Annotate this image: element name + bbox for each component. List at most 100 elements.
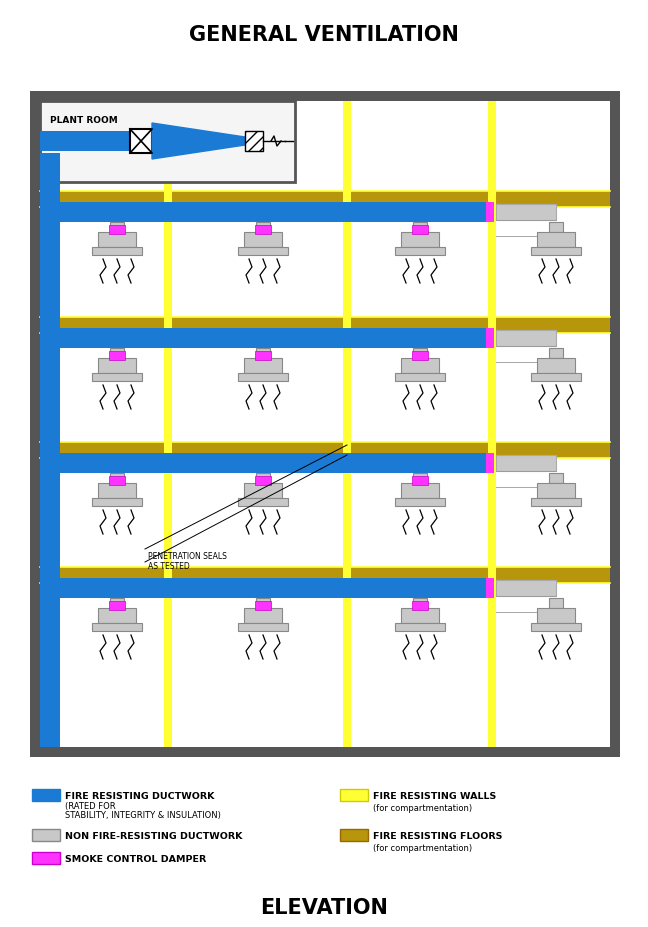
Bar [486,453,494,474]
Bar [92,623,142,631]
Bar [32,852,60,864]
Bar [340,789,368,801]
Bar [395,499,445,506]
Bar [30,92,620,757]
Bar [109,476,125,486]
Text: STABILITY, INTEGRITY & INSULATION): STABILITY, INTEGRITY & INSULATION) [65,810,221,819]
Bar [255,476,271,486]
Bar [40,102,295,183]
Bar [32,829,60,841]
Bar [488,102,496,747]
Bar [98,359,136,374]
Bar [549,222,563,233]
Bar [40,132,130,152]
Bar [531,499,581,506]
Bar [395,374,445,382]
Bar [486,578,494,598]
Bar [92,374,142,382]
Bar [256,349,270,359]
Bar [537,233,575,248]
Bar [244,608,282,623]
Bar [549,349,563,359]
Bar [109,602,125,610]
Bar [40,183,60,747]
Bar [395,248,445,256]
Bar [238,374,288,382]
Bar [40,192,610,208]
Bar [32,789,60,801]
Bar [98,484,136,499]
Bar [255,226,271,235]
Bar [256,474,270,484]
Bar [92,499,142,506]
Bar [343,102,351,747]
Bar [412,226,428,235]
Bar [256,222,270,233]
Bar [164,102,172,747]
Bar [238,623,288,631]
Bar [401,359,439,374]
Bar [92,248,142,256]
Text: (for compartmentation): (for compartmentation) [373,803,472,812]
Bar [401,608,439,623]
Bar [110,474,124,484]
Text: PLANT ROOM: PLANT ROOM [50,116,118,125]
Text: ELEVATION: ELEVATION [260,897,388,917]
Bar [40,318,610,334]
Bar [98,608,136,623]
Bar [486,203,494,222]
Bar [412,476,428,486]
Bar [401,484,439,499]
Text: GENERAL VENTILATION: GENERAL VENTILATION [189,25,459,44]
Bar [238,499,288,506]
Bar [537,359,575,374]
Bar [412,602,428,610]
Bar [496,205,556,221]
Bar [245,132,263,152]
Text: FIRE RESISTING FLOORS: FIRE RESISTING FLOORS [373,832,502,840]
Text: FIRE RESISTING DUCTWORK: FIRE RESISTING DUCTWORK [65,791,214,800]
Bar [110,598,124,608]
Bar [110,349,124,359]
Bar [395,623,445,631]
Bar [40,578,488,598]
Bar [255,602,271,610]
Text: NON FIRE-RESISTING DUCTWORK: NON FIRE-RESISTING DUCTWORK [65,832,242,840]
Bar [244,484,282,499]
Bar [40,102,610,747]
Bar [40,203,488,222]
Bar [40,183,60,747]
Bar [244,359,282,374]
Bar [244,233,282,248]
Bar [110,222,124,233]
Bar [255,351,271,361]
Bar [549,598,563,608]
Bar [401,233,439,248]
Text: (RATED FOR: (RATED FOR [65,801,115,810]
Bar [40,442,610,459]
Polygon shape [152,124,245,159]
Text: FIRE RESISTING WALLS: FIRE RESISTING WALLS [373,791,496,800]
Text: SMOKE CONTROL DAMPER: SMOKE CONTROL DAMPER [65,854,206,863]
Bar [413,598,427,608]
Bar [549,474,563,484]
Bar [109,226,125,235]
Bar [98,233,136,248]
Bar [496,455,556,472]
Text: (for compartmentation): (for compartmentation) [373,843,472,852]
Bar [486,329,494,349]
Bar [130,130,152,154]
Bar [40,453,488,474]
Bar [256,598,270,608]
Bar [109,351,125,361]
Bar [40,567,610,583]
Bar [537,608,575,623]
Bar [496,331,556,347]
Bar [40,154,60,183]
Bar [40,329,488,349]
Bar [537,484,575,499]
Bar [496,580,556,596]
Bar [413,474,427,484]
Text: PENETRATION SEALS
AS TESTED: PENETRATION SEALS AS TESTED [148,552,227,571]
Bar [413,349,427,359]
